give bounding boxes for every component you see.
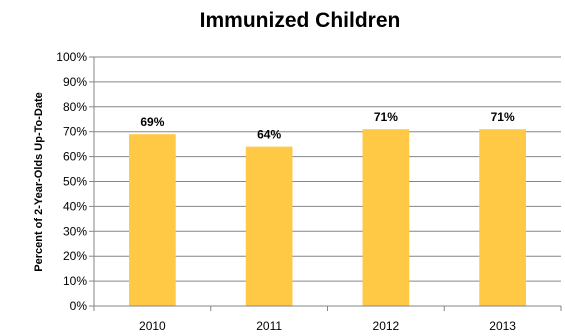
- axes: [89, 56, 562, 311]
- bar: [129, 134, 176, 306]
- bar: [479, 129, 526, 306]
- y-tick-label: 20%: [63, 249, 87, 263]
- y-tick-label: 40%: [63, 199, 87, 213]
- data-labels: 69% 64% 71% 71%: [140, 110, 515, 141]
- y-tick-label: 90%: [63, 75, 87, 89]
- y-tick-label: 0%: [70, 299, 88, 313]
- bar: [245, 146, 293, 306]
- y-axis-label: Percent of 2-Year-Olds Up-To-Date: [33, 92, 45, 272]
- y-tick-label: 80%: [63, 100, 87, 114]
- data-label: 71%: [374, 110, 398, 124]
- x-tick-label: 2011: [256, 319, 282, 333]
- x-tick-label: 2013: [489, 319, 516, 333]
- chart-title: Immunized Children: [200, 9, 401, 32]
- bars: [129, 129, 526, 306]
- data-label: 71%: [491, 110, 515, 124]
- y-tick-label: 30%: [63, 224, 87, 238]
- data-label: 69%: [140, 115, 164, 129]
- y-tick-label: 70%: [63, 125, 87, 139]
- x-tick-label: 2010: [139, 319, 166, 333]
- x-tick-labels: 2010 2011 2012 2013: [139, 319, 516, 333]
- y-tick-label: 50%: [63, 175, 87, 189]
- bar: [362, 129, 410, 306]
- y-tick-label: 10%: [63, 274, 87, 288]
- data-label: 64%: [257, 128, 281, 142]
- y-tick-label: 100%: [56, 50, 87, 64]
- y-tick-labels: 0% 10% 20% 30% 40% 50% 60% 70% 80% 90% 100%: [56, 50, 87, 313]
- x-tick-label: 2012: [373, 319, 400, 333]
- y-tick-label: 60%: [63, 150, 87, 164]
